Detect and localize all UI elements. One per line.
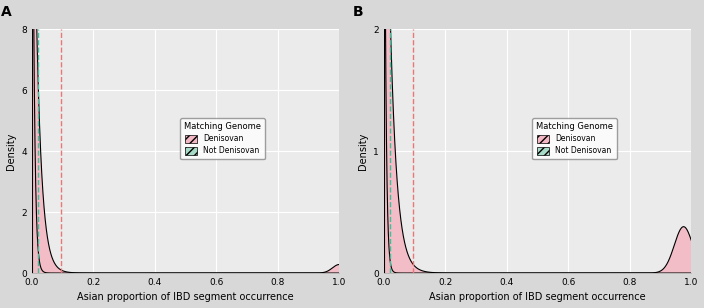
Legend: Denisovan, Not Denisovan: Denisovan, Not Denisovan: [180, 119, 265, 159]
X-axis label: Asian proportion of IBD segment occurrence: Asian proportion of IBD segment occurren…: [429, 292, 646, 302]
Y-axis label: Density: Density: [358, 132, 367, 170]
Legend: Denisovan, Not Denisovan: Denisovan, Not Denisovan: [532, 119, 617, 159]
Text: B: B: [353, 5, 363, 19]
Text: A: A: [1, 5, 12, 19]
X-axis label: Asian proportion of IBD segment occurrence: Asian proportion of IBD segment occurren…: [77, 292, 294, 302]
Y-axis label: Density: Density: [6, 132, 15, 170]
